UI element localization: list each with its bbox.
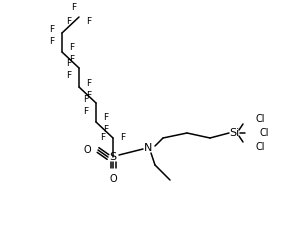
Text: F: F [86,90,92,99]
Text: Si: Si [229,128,239,138]
Text: Cl: Cl [260,128,269,138]
Text: F: F [104,126,109,135]
Text: F: F [120,133,126,142]
Text: Cl: Cl [256,114,265,124]
Text: F: F [67,59,72,68]
Text: S: S [110,152,116,162]
Text: F: F [86,18,92,27]
Text: F: F [67,18,72,27]
Text: F: F [70,43,75,52]
Text: F: F [104,113,109,122]
Text: F: F [86,79,92,88]
Text: F: F [49,36,54,45]
Text: F: F [101,133,106,142]
Text: F: F [83,94,88,104]
Text: O: O [109,174,117,184]
Text: F: F [71,4,76,13]
Text: F: F [49,25,54,34]
Text: F: F [83,106,88,115]
Text: N: N [144,143,152,153]
Text: F: F [67,72,72,81]
Text: Cl: Cl [256,142,265,152]
Text: O: O [83,145,91,155]
Text: F: F [70,56,75,65]
